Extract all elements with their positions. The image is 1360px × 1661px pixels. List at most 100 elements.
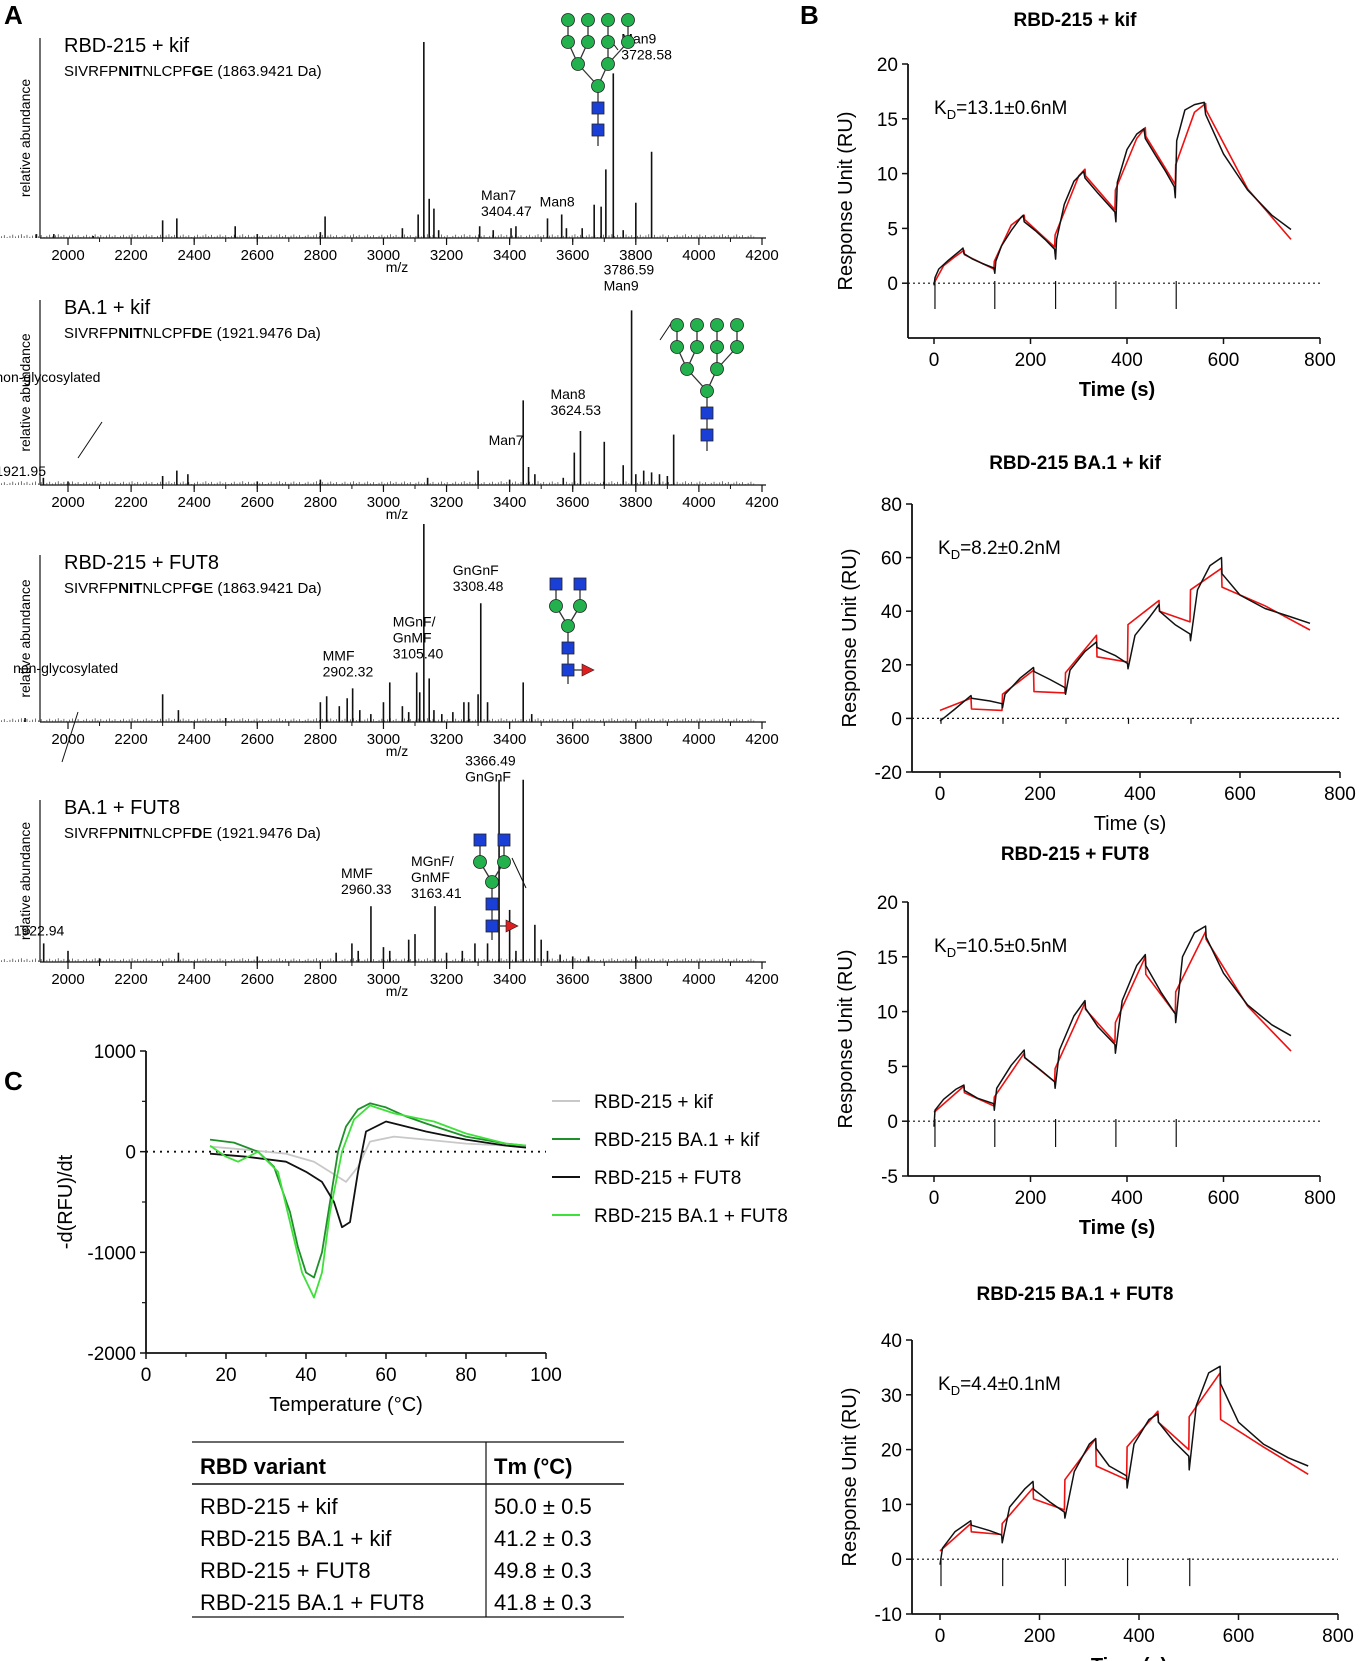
x-tick-label: 3600 [556,494,589,511]
x-tick-label: 100 [530,1365,562,1386]
y-axis-label: Response Unit (RU) [835,950,857,1129]
y-axis-label: relative abundance [17,333,33,452]
peak-label: 3404.47 [481,203,532,219]
y-axis-label: Response Unit (RU) [839,1388,861,1567]
x-axis-label: Time (s) [1094,813,1167,835]
y-tick-label: 10 [881,1495,902,1516]
mannose-icon [710,318,724,332]
y-tick-label: 20 [881,656,902,677]
chart-title: RBD-215 + FUT8 [1001,844,1149,865]
x-tick-label: 3400 [493,494,526,511]
peak-label: MGnF/ [393,614,436,630]
peak-label: GnMF [393,630,432,646]
legend-label: RBD-215 BA.1 + kif [594,1130,760,1151]
x-tick-label: 2600 [241,971,274,988]
table-cell: RBD-215 BA.1 + FUT8 [200,1590,424,1615]
x-axis-label: Temperature (°C) [269,1394,423,1416]
mannose-icon [710,362,724,376]
peak-label: 3786.59 [604,261,655,277]
x-tick-label: 200 [1015,350,1047,371]
glcnac-icon [591,123,605,137]
y-tick-label: 80 [881,495,902,516]
mannose-icon [690,340,704,354]
glcnac-icon [700,406,714,420]
x-tick-label: 600 [1224,784,1256,805]
x-tick-label: 2600 [241,731,274,748]
mannose-icon [561,13,575,27]
kd-label: KD=10.5±0.5nM [934,936,1067,960]
kd-label: KD=13.1±0.6nM [934,98,1067,122]
x-tick-label: 200 [1015,1188,1047,1209]
x-tick-label: 20 [215,1365,236,1386]
legend-label: RBD-215 + FUT8 [594,1168,741,1189]
ms-spectrum-rbd215-kif: 2000 2200 2400 2600 2800 3000 3200 3400 3600 3800… [1,30,779,275]
x-axis-label: m/z [386,259,409,275]
peak-label: 3366.49 [465,753,516,769]
melt-curve [209,1120,527,1229]
measured-curve [933,925,1292,1127]
x-tick-label: 3400 [493,731,526,748]
peak-label: 1922.94 [14,922,65,938]
fucose-triangle-icon [505,919,519,933]
x-tick-label: 4000 [682,971,715,988]
spectrum-title: BA.1 + kif [64,297,151,319]
glcnac-icon [561,663,575,677]
ms-spectrum-rbd215-fut8: 2000 2200 2400 2600 2800 3000 3200 3400 3600 3800… [1,524,779,763]
table-cell: RBD-215 + FUT8 [200,1558,371,1583]
x-tick-label: 200 [1024,784,1056,805]
mannose-icon [571,57,585,71]
mannose-icon [601,13,615,27]
peak-label: MMF [323,647,355,663]
kd-label: KD=8.2±0.2nM [938,538,1061,562]
table-cell: RBD-215 BA.1 + kif [200,1526,392,1551]
x-tick-label: 600 [1208,1188,1240,1209]
mannose-icon [730,340,744,354]
y-tick-label: 5 [887,1057,898,1078]
peak-label: Man8 [540,193,575,209]
fit-curve [939,1372,1309,1552]
x-tick-label: 4200 [745,731,778,748]
chart-title: RBD-215 BA.1 + FUT8 [977,1284,1174,1305]
x-tick-label: 3200 [430,971,463,988]
x-tick-label: 3000 [367,247,400,264]
y-axis-label: relative abundance [17,79,33,198]
y-tick-label: -1000 [87,1243,136,1264]
glycan-man9-icon [561,13,635,146]
chart-title: RBD-215 BA.1 + kif [989,453,1161,474]
table-header: Tm (°C) [494,1454,572,1479]
peptide-sequence: SIVRFPNITNLCPFGE (1863.9421 Da) [64,63,322,80]
table-cell: 49.8 ± 0.3 [494,1558,592,1583]
table-cell: 41.8 ± 0.3 [494,1590,592,1615]
kd-label: KD=4.4±0.1nM [938,1374,1061,1398]
x-tick-label: 0 [935,1626,946,1647]
x-tick-label: 400 [1111,1188,1143,1209]
y-tick-label: 15 [877,110,898,131]
peak-label: 3624.53 [550,402,601,418]
x-tick-label: 2000 [51,731,84,748]
x-tick-label: 4200 [745,247,778,264]
x-tick-label: 3200 [430,494,463,511]
x-tick-label: 3000 [367,731,400,748]
y-tick-label: 5 [887,219,898,240]
panel-label-c: C [4,1066,23,1096]
mannose-icon [690,318,704,332]
melt-curve [209,1102,527,1279]
table-cell: RBD-215 + kif [200,1494,338,1519]
y-tick-label: 10 [877,1003,898,1024]
x-tick-label: 3200 [430,731,463,748]
x-tick-label: 2800 [304,494,337,511]
mannose-icon [581,13,595,27]
x-tick-label: 200 [1024,1626,1056,1647]
y-axis-label: -d(RFU)/dt [55,1154,77,1249]
x-tick-label: 400 [1123,1626,1155,1647]
mannose-icon [601,57,615,71]
x-axis-label: Time (s) [1079,1217,1155,1239]
chart-title: RBD-215 + kif [1013,10,1137,31]
x-tick-label: 2400 [177,494,210,511]
x-tick-label: 0 [929,350,940,371]
x-tick-label: 3400 [493,971,526,988]
x-axis-label: Time (s) [1079,379,1155,401]
tm-table: RBD variant Tm (°C) RBD-215 + kif 50.0 ±… [192,1441,624,1618]
